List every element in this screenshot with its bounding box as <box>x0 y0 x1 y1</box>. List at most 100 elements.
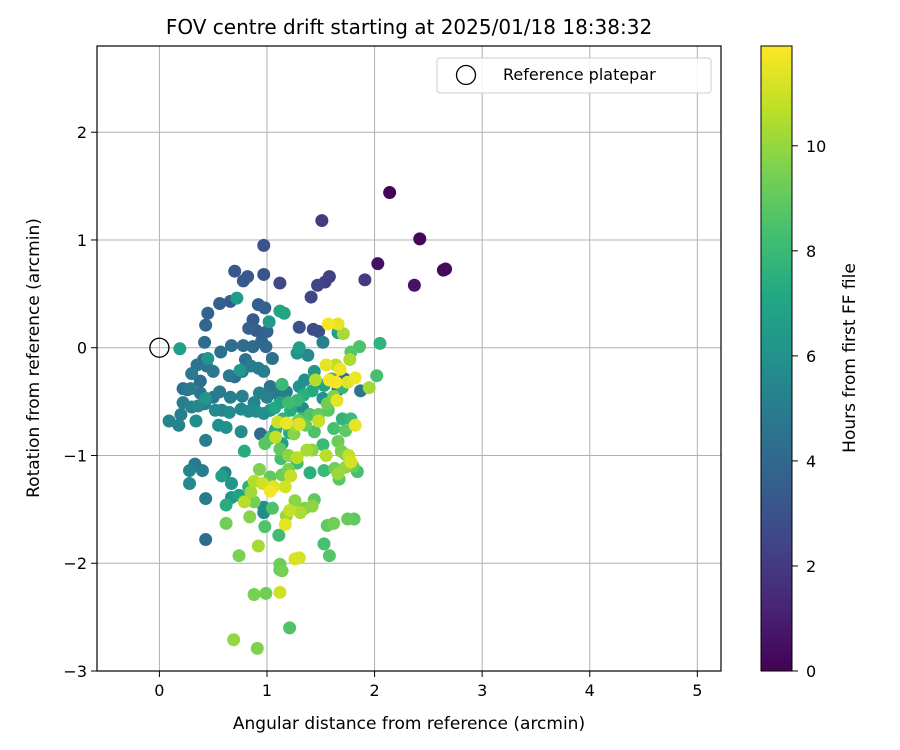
chart-title: FOV centre drift starting at 2025/01/18 … <box>166 15 652 39</box>
data-point <box>293 506 307 520</box>
reference-marker <box>149 337 170 358</box>
data-point <box>199 492 213 506</box>
data-point <box>277 306 291 320</box>
data-point <box>213 385 227 399</box>
data-point <box>251 539 265 553</box>
data-point <box>278 480 292 494</box>
data-point <box>373 336 387 350</box>
data-point <box>172 418 186 432</box>
data-point <box>288 552 302 566</box>
data-point <box>219 420 233 434</box>
data-point <box>383 186 397 200</box>
y-axis-ticks: −3 −2 −1 0 1 2 <box>63 123 97 681</box>
data-point <box>199 533 213 547</box>
data-point <box>246 340 260 354</box>
x-tick-label: 0 <box>154 681 164 700</box>
data-point <box>237 444 251 458</box>
data-point <box>198 335 212 349</box>
data-point <box>331 317 345 331</box>
data-point <box>215 469 229 483</box>
data-point <box>257 267 271 281</box>
data-point <box>254 427 268 441</box>
data-point <box>370 369 384 383</box>
data-point <box>228 264 242 278</box>
colorbar-ticks: 0 2 4 6 8 10 <box>792 137 826 681</box>
legend[interactable]: Reference platepar <box>436 57 712 94</box>
data-point <box>244 485 258 499</box>
y-tick-label: 2 <box>77 123 87 142</box>
data-point <box>222 369 236 383</box>
data-point <box>233 363 247 377</box>
legend-marker-icon <box>455 64 477 86</box>
y-tick-label: 0 <box>77 339 87 358</box>
data-point <box>284 469 298 483</box>
data-point <box>269 430 283 444</box>
data-point <box>250 641 264 655</box>
data-point <box>257 364 271 378</box>
data-point <box>247 587 261 601</box>
data-point <box>319 358 333 372</box>
data-point <box>258 301 272 315</box>
legend-label: Reference platepar <box>503 65 656 84</box>
data-point <box>327 516 341 530</box>
x-axis-ticks: 0 1 2 3 4 5 <box>154 671 702 700</box>
data-point <box>242 321 256 335</box>
data-point <box>230 291 244 305</box>
y-tick-label: −2 <box>63 554 87 573</box>
data-point <box>243 510 257 524</box>
data-point <box>362 381 376 395</box>
data-point <box>263 484 277 498</box>
data-point <box>262 315 276 329</box>
data-point <box>327 422 341 436</box>
data-point <box>341 512 355 526</box>
x-tick-label: 4 <box>585 681 595 700</box>
data-point <box>315 214 329 228</box>
data-point <box>199 318 213 332</box>
data-point <box>224 339 238 353</box>
data-point <box>321 317 335 331</box>
data-point <box>162 414 176 428</box>
data-point <box>258 437 272 451</box>
y-tick-label: −3 <box>63 662 87 681</box>
x-tick-label: 1 <box>262 681 272 700</box>
data-point <box>344 455 358 469</box>
plot-frame <box>96 45 722 672</box>
data-point <box>195 464 209 478</box>
data-point <box>436 263 450 277</box>
data-point <box>407 278 421 292</box>
data-point <box>317 464 331 478</box>
data-point <box>311 278 325 292</box>
y-tick-label: 1 <box>77 231 87 250</box>
data-point <box>273 585 287 599</box>
y-axis-label: Rotation from reference (arcmin) <box>24 218 44 498</box>
data-point <box>184 382 198 396</box>
data-point <box>319 448 333 462</box>
data-point <box>252 386 266 400</box>
data-point <box>232 549 246 563</box>
data-point <box>259 586 273 600</box>
data-point <box>275 377 289 391</box>
data-point <box>213 297 227 311</box>
reference-point <box>149 337 170 358</box>
data-point <box>234 425 248 439</box>
data-point <box>227 633 241 647</box>
data-point <box>283 621 297 635</box>
data-point <box>333 362 347 376</box>
data-point <box>329 375 343 389</box>
data-point <box>237 495 251 509</box>
data-point <box>252 462 266 476</box>
colorbar-tick-label: 10 <box>806 137 826 156</box>
grid-lines <box>97 46 721 672</box>
data-point <box>336 327 350 341</box>
data-point <box>282 396 296 410</box>
data-point <box>224 477 238 490</box>
data-point <box>278 517 292 531</box>
x-tick-label: 2 <box>369 681 379 700</box>
data-point <box>199 391 213 405</box>
data-point <box>265 501 279 515</box>
data-point <box>206 364 220 378</box>
data-point <box>348 418 362 432</box>
data-point <box>308 373 322 387</box>
data-point <box>259 340 273 354</box>
